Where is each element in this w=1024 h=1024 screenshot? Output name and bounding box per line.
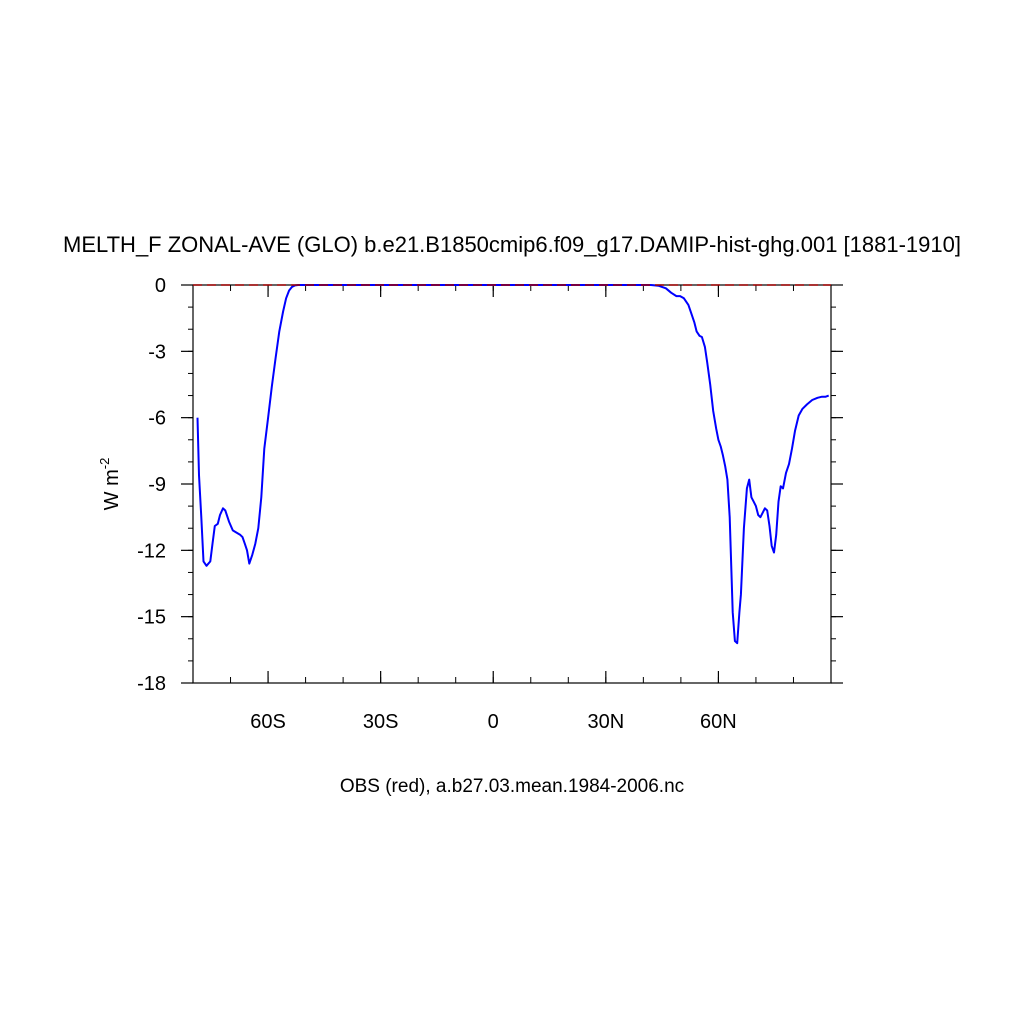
- chart-title: MELTH_F ZONAL-AVE (GLO) b.e21.B1850cmip6…: [63, 232, 961, 257]
- y-axis-label-exponent: -2: [97, 458, 112, 470]
- y-tick-label: -18: [137, 673, 166, 695]
- y-tick-label: -9: [148, 474, 166, 496]
- x-tick-label: 30S: [363, 711, 399, 733]
- x-tick-label: 60N: [700, 711, 737, 733]
- x-axis-note: OBS (red), a.b27.03.mean.1984-2006.nc: [340, 776, 684, 797]
- plot-frame: [192, 284, 832, 684]
- series-group: [193, 284, 831, 645]
- x-tick-labels: 60S 30S 0 30N 60N: [250, 711, 737, 733]
- y-tick-labels: 0 -3 -6 -9 -12 -15 -18: [137, 275, 166, 695]
- plot-area: 60S 30S 0 30N 60N 0 -3 -6 -9 -12 -15 -18: [137, 275, 843, 733]
- x-tick-label: 30N: [587, 711, 624, 733]
- y-tick-label: -12: [137, 540, 166, 562]
- model-series-line: [196, 284, 830, 645]
- y-tick-label: -6: [148, 408, 166, 430]
- y-tick-label: -3: [148, 341, 166, 363]
- y-tick-label: 0: [155, 275, 166, 297]
- x-tick-label: 0: [488, 711, 499, 733]
- major-ticks: [181, 284, 843, 684]
- x-tick-label: 60S: [250, 711, 286, 733]
- y-axis-label: W m-2: [97, 458, 123, 511]
- y-axis-label-main: W m: [101, 469, 123, 510]
- y-tick-label: -15: [137, 607, 166, 629]
